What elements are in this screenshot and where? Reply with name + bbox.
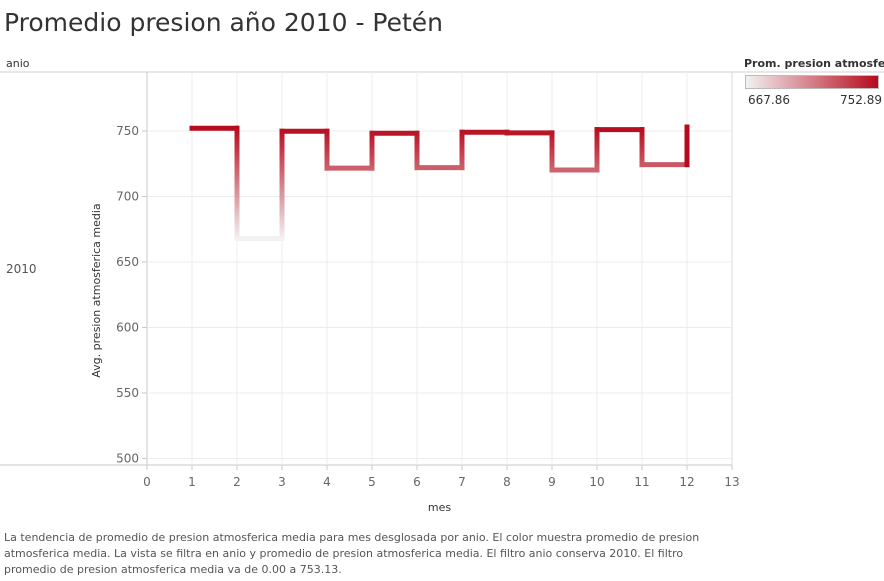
- x-tick-label: 12: [679, 475, 694, 489]
- x-tick-label: 11: [634, 475, 649, 489]
- x-tick-label: 1: [188, 475, 196, 489]
- x-tick-label: 13: [724, 475, 739, 489]
- y-tick-label: 750: [116, 124, 139, 138]
- x-tick-label: 9: [548, 475, 556, 489]
- x-tick-label: 7: [458, 475, 466, 489]
- y-tick-label: 700: [116, 189, 139, 203]
- legend-min-label: 667.86: [748, 93, 790, 107]
- y-axis-title: Avg. presion atmosferica media: [90, 203, 103, 377]
- row-header-anio: anio: [6, 57, 30, 70]
- x-tick-label: 0: [143, 475, 151, 489]
- x-tick-label: 8: [503, 475, 511, 489]
- x-tick-label: 3: [278, 475, 286, 489]
- chart-title: Promedio presion año 2010 - Petén: [4, 8, 444, 37]
- chart-caption: La tendencia de promedio de presion atmo…: [4, 531, 700, 576]
- x-tick-label: 2: [233, 475, 241, 489]
- legend-max-label: 752.89: [840, 93, 882, 107]
- y-tick-label: 550: [116, 386, 139, 400]
- x-tick-label: 4: [323, 475, 331, 489]
- x-tick-label: 5: [368, 475, 376, 489]
- y-tick-label: 650: [116, 255, 139, 269]
- legend-title: Prom. presion atmosfer..: [744, 57, 884, 70]
- legend-color-ramp: [745, 75, 879, 89]
- x-axis-title: mes: [428, 501, 451, 514]
- y-tick-label: 600: [116, 320, 139, 334]
- y-tick-label: 500: [116, 451, 139, 465]
- row-value-year: 2010: [6, 262, 37, 276]
- x-tick-label: 10: [589, 475, 604, 489]
- x-tick-label: 6: [413, 475, 421, 489]
